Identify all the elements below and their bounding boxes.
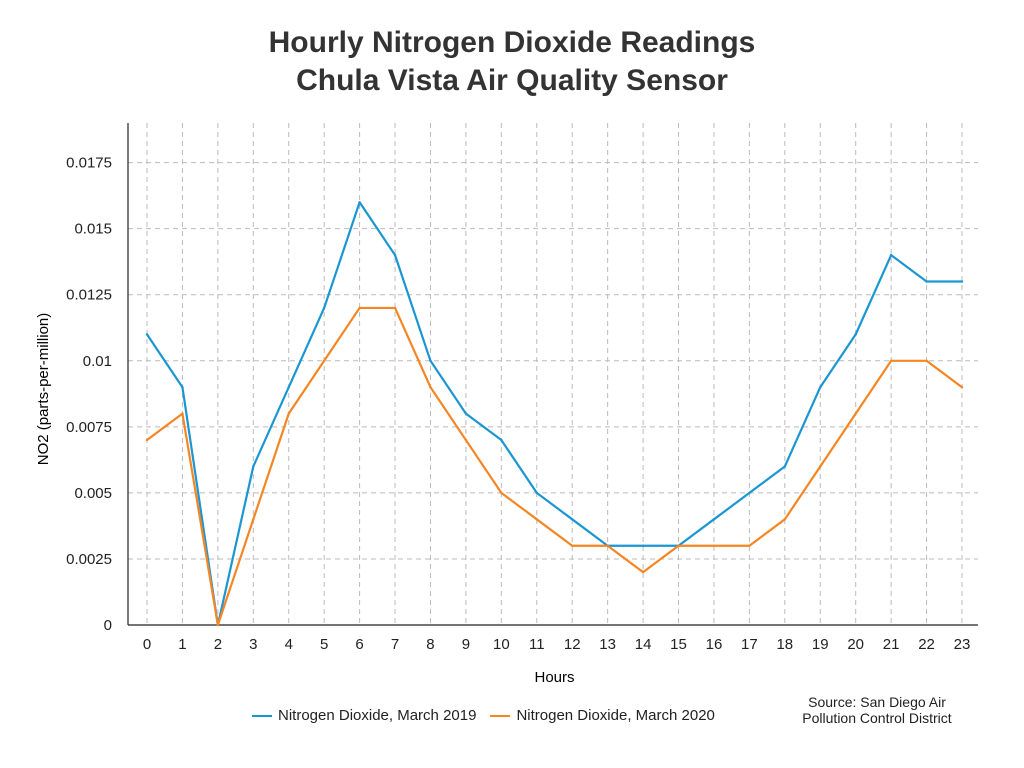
y-tick-label: 0.01 bbox=[83, 353, 112, 370]
y-tick-label: 0.0125 bbox=[66, 287, 112, 304]
data-point bbox=[252, 465, 255, 468]
data-point bbox=[925, 280, 928, 283]
data-point bbox=[464, 412, 468, 415]
chart-title: Hourly Nitrogen Dioxide Readings bbox=[268, 26, 756, 59]
y-tick-label: 0.0175 bbox=[66, 155, 112, 172]
data-point bbox=[819, 465, 822, 468]
data-point bbox=[854, 333, 857, 336]
x-tick-label: 3 bbox=[249, 636, 257, 653]
x-tick-label: 2 bbox=[214, 636, 222, 653]
data-point bbox=[181, 412, 184, 415]
data-point bbox=[960, 386, 964, 389]
source-line-1: Source: San Diego Air bbox=[808, 694, 946, 710]
source-line-2: Pollution Control District bbox=[802, 710, 952, 726]
series-line-2020 bbox=[146, 306, 963, 627]
data-point bbox=[181, 386, 184, 389]
data-point bbox=[393, 253, 397, 257]
data-point bbox=[393, 306, 397, 310]
x-tick-label: 15 bbox=[670, 636, 687, 653]
data-point bbox=[712, 544, 716, 547]
x-tick-label: 5 bbox=[320, 636, 328, 653]
data-point bbox=[429, 359, 432, 362]
data-point bbox=[322, 306, 326, 310]
data-point bbox=[854, 412, 857, 415]
data-point bbox=[960, 280, 964, 283]
y-tick-label: 0 bbox=[104, 617, 112, 634]
y-tick-label: 0.0025 bbox=[66, 551, 112, 568]
y-axis-label: NO2 (parts-per-million) bbox=[35, 313, 52, 466]
data-point bbox=[606, 544, 609, 547]
data-point bbox=[535, 518, 538, 521]
data-point bbox=[500, 438, 503, 442]
data-point bbox=[145, 438, 149, 442]
legend-swatch-2019 bbox=[252, 714, 272, 717]
data-point bbox=[500, 491, 503, 495]
data-point bbox=[889, 253, 893, 257]
data-point bbox=[712, 518, 716, 521]
data-point bbox=[889, 359, 893, 362]
data-point bbox=[571, 544, 574, 547]
y-tick-label: 0.0075 bbox=[66, 419, 112, 436]
x-tick-label: 23 bbox=[954, 636, 971, 653]
x-tick-label: 13 bbox=[599, 636, 616, 653]
data-point bbox=[429, 386, 432, 389]
y-tick-label: 0.005 bbox=[74, 485, 112, 502]
x-tick-label: 16 bbox=[706, 636, 723, 653]
data-point bbox=[216, 623, 220, 627]
data-point bbox=[287, 412, 290, 415]
x-tick-label: 12 bbox=[564, 636, 581, 653]
x-tick-label: 19 bbox=[812, 636, 829, 653]
x-tick-label: 8 bbox=[426, 636, 434, 653]
x-tick-label: 11 bbox=[529, 636, 545, 653]
data-point bbox=[358, 306, 361, 310]
data-point bbox=[145, 333, 149, 336]
data-point bbox=[322, 359, 326, 362]
x-tick-label: 21 bbox=[883, 636, 900, 653]
series-line-2019 bbox=[146, 201, 962, 627]
data-point bbox=[748, 544, 751, 547]
x-tick-label: 6 bbox=[355, 636, 363, 653]
data-point bbox=[783, 518, 787, 521]
x-tick-label: 0 bbox=[143, 636, 151, 653]
source-note: Source: San Diego Air Pollution Control … bbox=[782, 694, 972, 726]
data-point bbox=[358, 201, 361, 204]
data-point bbox=[748, 491, 751, 495]
legend-label-2020: Nitrogen Dioxide, March 2020 bbox=[516, 707, 715, 724]
data-point bbox=[535, 491, 538, 495]
data-point bbox=[571, 518, 574, 521]
x-tick-label: 22 bbox=[918, 636, 935, 653]
y-tick-label: 0.015 bbox=[74, 221, 112, 238]
x-tick-label: 10 bbox=[493, 636, 510, 653]
chart-subtitle: Chula Vista Air Quality Sensor bbox=[296, 64, 728, 97]
data-point bbox=[819, 386, 822, 389]
legend-label-2019: Nitrogen Dioxide, March 2019 bbox=[278, 707, 477, 724]
legend-swatch-2020 bbox=[490, 714, 511, 717]
x-tick-label: 1 bbox=[178, 636, 186, 653]
legend-item-2020: Nitrogen Dioxide, March 2020 bbox=[490, 707, 715, 724]
x-tick-label: 9 bbox=[462, 636, 470, 653]
data-point bbox=[925, 359, 928, 362]
legend: Nitrogen Dioxide, March 2019 Nitrogen Di… bbox=[252, 707, 715, 724]
legend-item-2019: Nitrogen Dioxide, March 2019 bbox=[252, 707, 476, 724]
data-point bbox=[641, 570, 645, 574]
data-point bbox=[677, 544, 680, 547]
x-tick-label: 17 bbox=[741, 636, 758, 653]
x-tick-label: 18 bbox=[776, 636, 793, 653]
data-point bbox=[464, 438, 468, 442]
x-tick-label: 20 bbox=[847, 636, 864, 653]
x-tick-label: 4 bbox=[285, 636, 293, 653]
x-tick-label: 7 bbox=[391, 636, 399, 653]
x-axis-label: Hours bbox=[534, 669, 574, 686]
data-point bbox=[641, 544, 645, 547]
x-tick-label: 14 bbox=[635, 636, 652, 653]
data-point bbox=[783, 465, 787, 468]
data-point bbox=[252, 518, 255, 521]
data-point bbox=[287, 386, 290, 389]
